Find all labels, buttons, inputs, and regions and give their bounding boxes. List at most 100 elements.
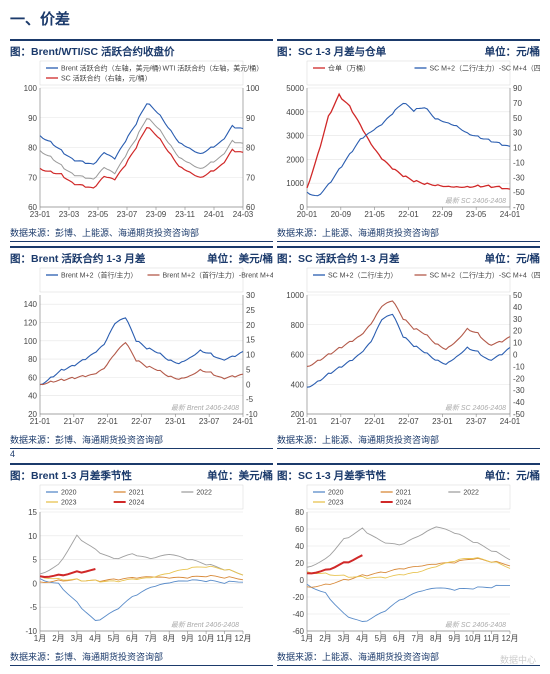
svg-text:15: 15 [246, 336, 255, 345]
svg-text:22-07: 22-07 [131, 417, 152, 426]
svg-text:0: 0 [300, 576, 305, 585]
svg-text:5: 5 [33, 556, 38, 565]
svg-text:1000: 1000 [286, 291, 304, 300]
svg-text:30: 30 [513, 129, 522, 138]
svg-text:40: 40 [295, 542, 304, 551]
panel-title-left: 图：SC 1-3 月差与仓单 [277, 44, 386, 59]
panel-title-left: 图：SC 活跃合约 1-3 月差 [277, 251, 400, 266]
svg-text:40: 40 [513, 303, 522, 312]
svg-text:21-01: 21-01 [297, 417, 318, 426]
svg-text:2020: 2020 [61, 490, 77, 497]
svg-text:-10: -10 [513, 158, 525, 167]
svg-text:最新 Brent 2406-2408: 最新 Brent 2406-2408 [171, 621, 239, 629]
svg-text:23-01: 23-01 [432, 417, 453, 426]
svg-text:Brent M+2（首行/主力）: Brent M+2（首行/主力） [61, 271, 137, 280]
svg-text:10: 10 [513, 144, 522, 153]
svg-text:23-11: 23-11 [175, 210, 195, 219]
svg-text:4000: 4000 [286, 108, 304, 117]
svg-text:70: 70 [246, 173, 255, 182]
svg-text:-40: -40 [292, 610, 304, 619]
svg-text:1000: 1000 [286, 179, 304, 188]
svg-text:最新 Brent 2406-2408: 最新 Brent 2406-2408 [171, 404, 239, 412]
svg-text:40: 40 [28, 392, 37, 401]
svg-text:60: 60 [28, 373, 37, 382]
svg-text:SC M+2（二行/主力）: SC M+2（二行/主力） [328, 271, 397, 280]
svg-text:90: 90 [513, 84, 522, 93]
svg-text:80: 80 [28, 355, 37, 364]
panel-title: 图：SC 活跃合约 1-3 月差 单位：元/桶 [277, 246, 540, 266]
svg-text:6月: 6月 [393, 634, 405, 643]
source-extra: 4 [10, 449, 273, 459]
panel-title-left: 图：Brent/WTI/SC 活跃合约收盘价 [10, 44, 175, 59]
svg-text:3月: 3月 [71, 634, 83, 643]
panel-title-right: 单位：元/桶 [485, 44, 540, 59]
svg-text:5000: 5000 [286, 84, 304, 93]
svg-text:5月: 5月 [375, 634, 387, 643]
svg-text:0: 0 [513, 351, 518, 360]
chart-box: 010002000300040005000-70-50-30-101030507… [277, 60, 540, 225]
svg-text:12月: 12月 [502, 634, 519, 643]
svg-text:Brent M+2（首行/主力）-Brent M+4（三行）: Brent M+2（首行/主力）-Brent M+4（三行） [163, 271, 274, 280]
svg-text:SC 活跃合约（右轴，元/桶）: SC 活跃合约（右轴，元/桶） [61, 74, 152, 83]
svg-text:80: 80 [246, 144, 255, 153]
source-text: 数据来源：上能源、海通期货投资咨询部 [277, 432, 540, 449]
svg-text:SC M+2（二行/主力）-SC M+4（四行）: SC M+2（二行/主力）-SC M+4（四行） [430, 271, 541, 280]
svg-text:2021: 2021 [129, 490, 145, 497]
svg-text:15: 15 [28, 508, 37, 517]
svg-text:30: 30 [513, 315, 522, 324]
svg-text:2024: 2024 [129, 500, 145, 507]
svg-text:80: 80 [28, 144, 37, 153]
svg-text:50: 50 [513, 291, 522, 300]
panel-title-right: 单位：美元/桶 [207, 468, 273, 483]
svg-text:11月: 11月 [483, 634, 499, 643]
svg-text:600: 600 [291, 351, 305, 360]
chart-panel: 图：SC 1-3 月差与仓单单位：元/桶01000200030004000500… [277, 37, 540, 242]
svg-text:20: 20 [246, 321, 255, 330]
svg-text:-30: -30 [513, 386, 525, 395]
svg-text:SC M+2（二行/主力）-SC M+4（四行）: SC M+2（二行/主力）-SC M+4（四行） [430, 64, 541, 73]
svg-text:5: 5 [246, 365, 251, 374]
svg-text:11月: 11月 [216, 634, 232, 643]
svg-text:20: 20 [295, 559, 304, 568]
svg-text:24-03: 24-03 [233, 210, 254, 219]
svg-text:-5: -5 [246, 395, 254, 404]
panel-title: 图：Brent/WTI/SC 活跃合约收盘价 [10, 39, 273, 59]
chart-panel: 图：SC 1-3 月差季节性单位：元/桶-60-40-200204060801月… [277, 461, 540, 666]
svg-text:24-01: 24-01 [500, 210, 521, 219]
svg-text:4月: 4月 [89, 634, 101, 643]
svg-text:10: 10 [513, 339, 522, 348]
svg-text:23-05: 23-05 [466, 210, 487, 219]
svg-text:100: 100 [24, 337, 38, 346]
svg-text:12月: 12月 [235, 634, 252, 643]
svg-text:10月: 10月 [465, 634, 482, 643]
svg-text:仓单（万桶）: 仓单（万桶） [328, 64, 370, 73]
svg-text:2023: 2023 [61, 500, 77, 507]
svg-text:2022: 2022 [463, 490, 479, 497]
panel-title-left: 图：SC 1-3 月差季节性 [277, 468, 386, 483]
svg-text:23-07: 23-07 [117, 210, 138, 219]
svg-text:2月: 2月 [319, 634, 331, 643]
svg-text:3月: 3月 [338, 634, 350, 643]
svg-text:22-07: 22-07 [398, 417, 419, 426]
panel-title-left: 图：Brent 活跃合约 1-3 月差 [10, 251, 145, 266]
svg-text:20-09: 20-09 [331, 210, 352, 219]
panel-title-left: 图：Brent 1-3 月差季节性 [10, 468, 132, 483]
svg-text:23-03: 23-03 [59, 210, 80, 219]
svg-text:21-07: 21-07 [64, 417, 85, 426]
panel-title-right: 单位：元/桶 [485, 251, 540, 266]
svg-text:7月: 7月 [412, 634, 424, 643]
source-text: 数据来源：彭博、海通期货投资咨询部 [10, 432, 273, 449]
svg-text:23-09: 23-09 [146, 210, 167, 219]
svg-text:9月: 9月 [448, 634, 460, 643]
svg-text:30: 30 [246, 291, 255, 300]
svg-text:400: 400 [291, 380, 305, 389]
page-watermark: 数据中心 [500, 653, 536, 666]
panel-title: 图：Brent 活跃合约 1-3 月差单位：美元/桶 [10, 246, 273, 266]
svg-text:10: 10 [246, 351, 255, 360]
svg-text:1月: 1月 [34, 634, 46, 643]
svg-text:23-07: 23-07 [199, 417, 220, 426]
svg-text:70: 70 [513, 99, 522, 108]
svg-text:100: 100 [246, 84, 260, 93]
svg-text:80: 80 [295, 508, 304, 517]
chart-box: -10-50510151月2月3月4月5月6月7月8月9月10月11月12月20… [10, 484, 273, 649]
